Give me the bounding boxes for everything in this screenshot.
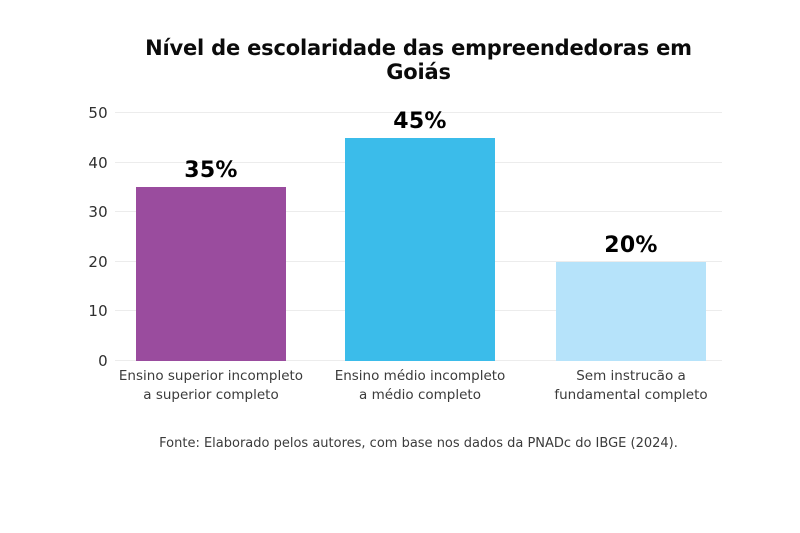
category-label-3: Sem instrucão a fundamental completo — [524, 367, 738, 405]
bar-3 — [556, 261, 706, 361]
category-label-line: Ensino superior incompleto — [118, 368, 304, 384]
category-label-1: Ensino superior incompleto a superior com… — [104, 367, 318, 405]
y-tick-label-50: 50 — [88, 104, 108, 122]
y-tick-label-30: 30 — [88, 203, 108, 222]
bar-2 — [345, 137, 495, 361]
y-tick-label-40: 40 — [88, 153, 108, 172]
bar-value-label-2: 45% — [393, 108, 447, 134]
category-label-line: a superior completo — [143, 387, 279, 403]
category-label-line: fundamental completo — [554, 387, 708, 403]
source-note: Fonte: Elaborado pelos autores, com base… — [159, 436, 678, 451]
y-tick-label-20: 20 — [88, 252, 108, 271]
category-label-line: Ensino médio incompleto — [334, 368, 506, 384]
bar-value-label-1: 35% — [184, 158, 238, 184]
gridline-50 — [115, 112, 722, 113]
y-tick-label-10: 10 — [88, 302, 108, 321]
category-label-2: Ensino médio incompleto a médio completo — [313, 367, 527, 405]
category-label-line: Sem instrucão a — [576, 368, 686, 384]
plot-area: 0 10 20 30 40 50 35% 45% 20% Ensino superior in… — [88, 104, 722, 403]
bar-1 — [136, 187, 286, 361]
category-label-line: a médio completo — [359, 387, 481, 403]
chart-title: Nível de escolaridade das empreendedoras… — [145, 36, 692, 84]
bar-value-label-3: 20% — [604, 232, 658, 258]
y-tick-label-0: 0 — [98, 352, 108, 370]
